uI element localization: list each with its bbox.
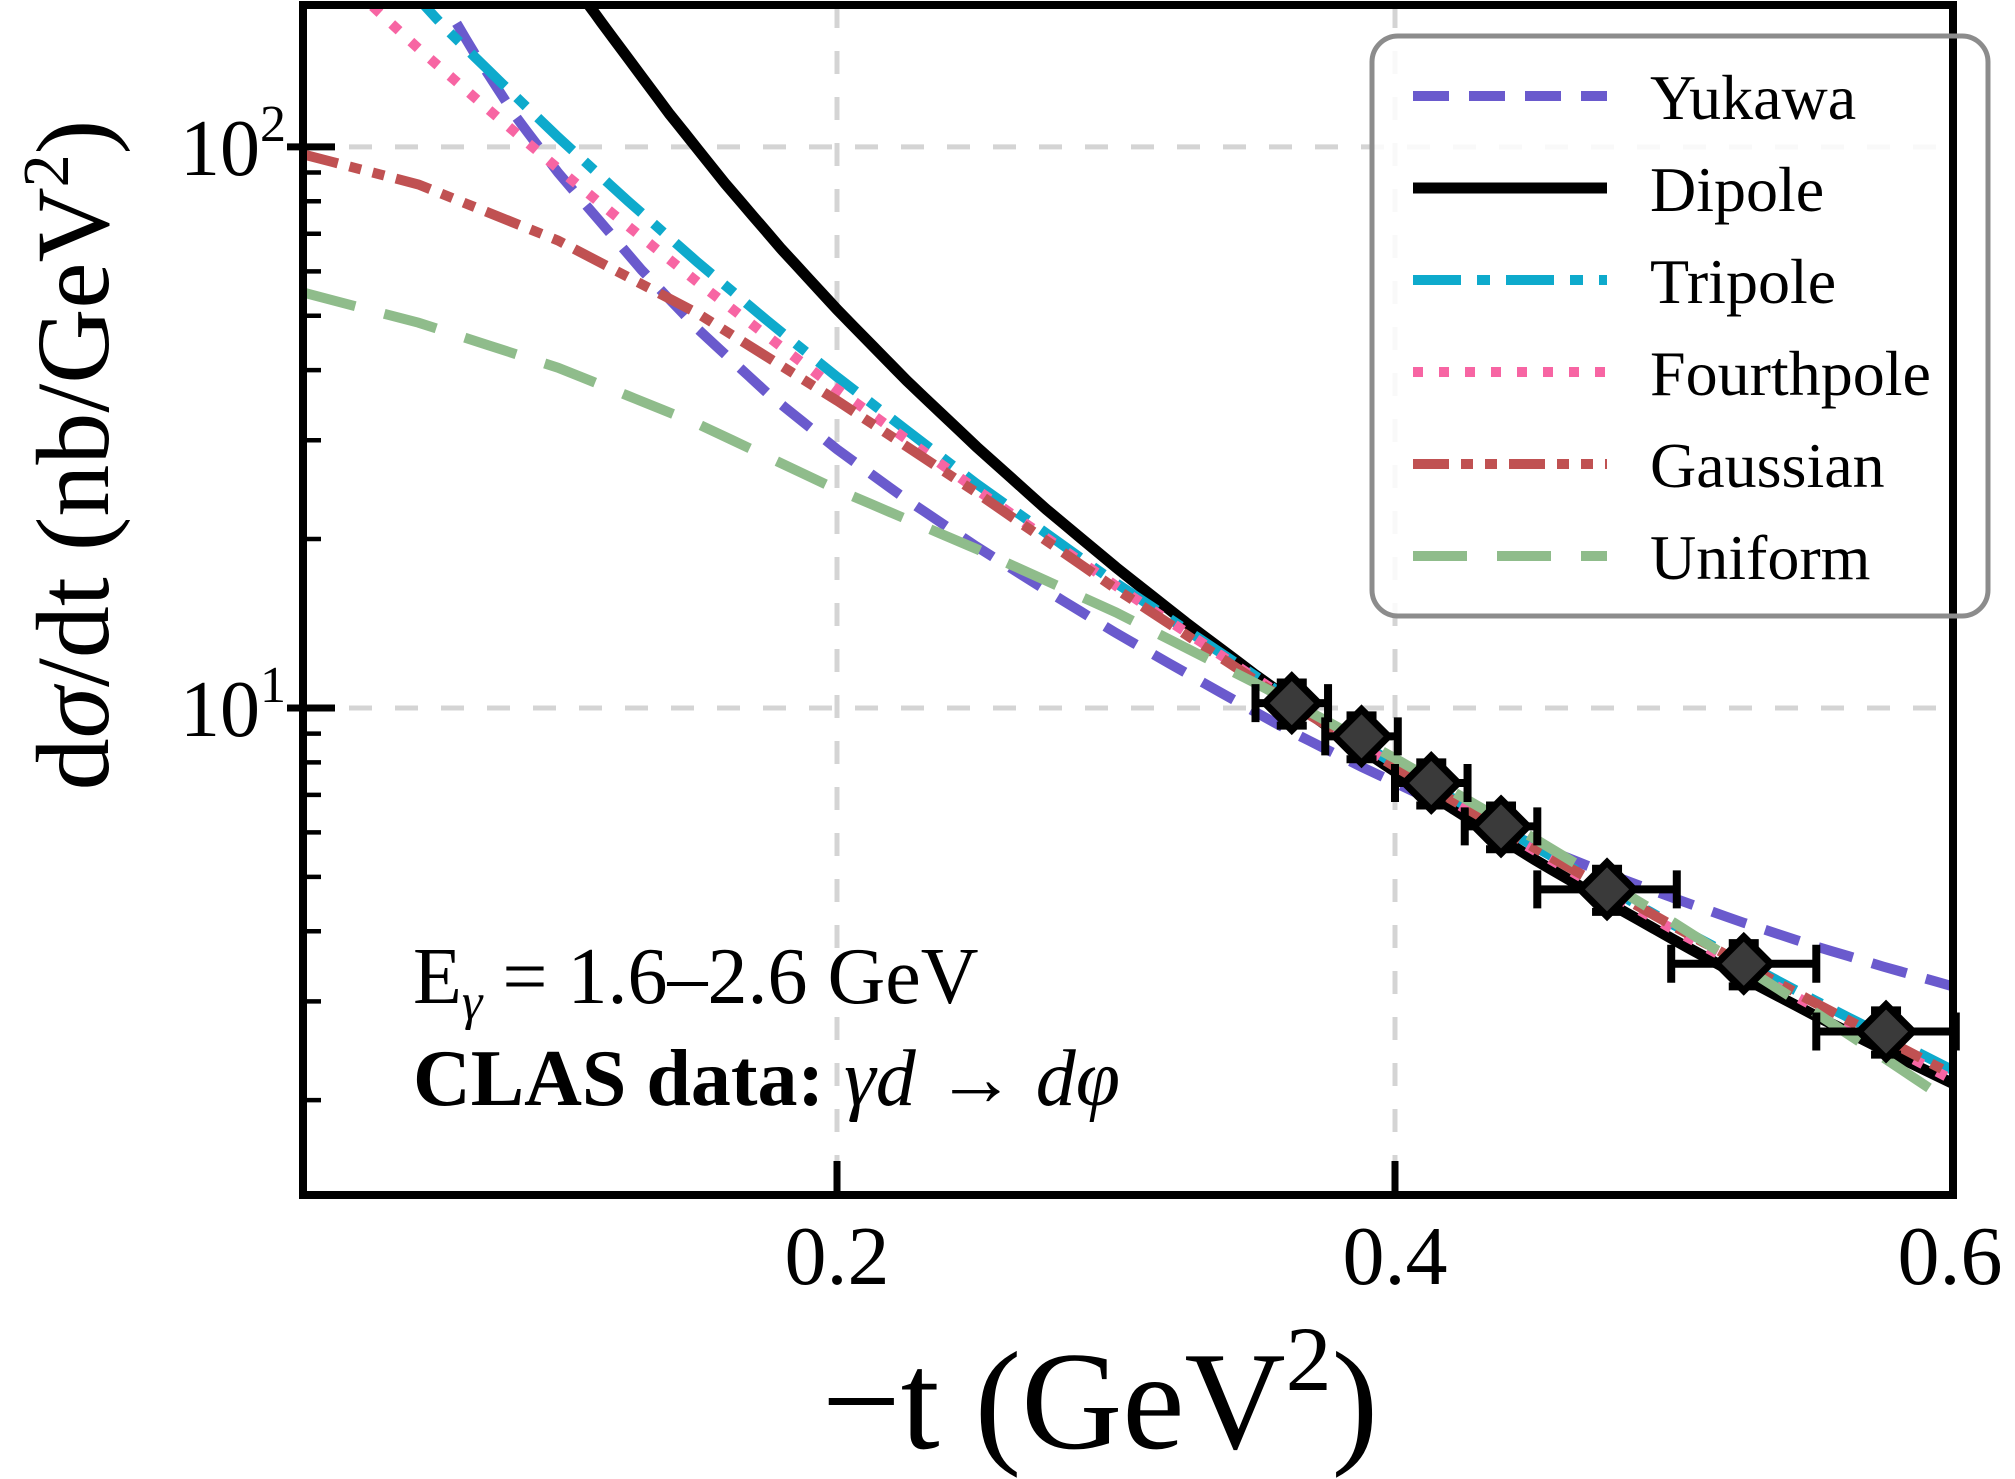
legend-box-border bbox=[1369, 33, 1991, 619]
x-tick-label-0.6: 0.6 bbox=[1898, 1210, 2003, 1303]
diamond-marker bbox=[1711, 931, 1776, 996]
curve-uniform bbox=[303, 287, 1953, 1108]
legend: Yukawa Dipole Tripole Fourthpole Gaussia… bbox=[1369, 33, 1991, 619]
data-point bbox=[1391, 751, 1472, 815]
curve-tripole bbox=[416, 5, 1953, 1075]
data-point bbox=[1321, 704, 1402, 769]
x-tick-label-0.4: 0.4 bbox=[1343, 1210, 1448, 1303]
diamond-marker bbox=[1469, 794, 1533, 859]
diamond-marker bbox=[1575, 857, 1639, 922]
legend-background bbox=[1372, 36, 1988, 616]
legend-label-tripole: Tripole bbox=[1650, 246, 1836, 317]
y-tick-label-10e2: 102 bbox=[180, 96, 286, 193]
diamond-marker bbox=[1399, 751, 1464, 815]
x-axis-title: −t (GeV2) bbox=[822, 1308, 1378, 1479]
data-point bbox=[1460, 794, 1542, 859]
data-point bbox=[1533, 857, 1681, 922]
axis-titles: −t (GeV2) dσ/dt (nb/GeV2) bbox=[10, 120, 1378, 1479]
svg-text:dσ/dt (nb/GeV2): dσ/dt (nb/GeV2) bbox=[10, 120, 131, 791]
annotation-clas-reaction: CLAS data: γd → dφ bbox=[413, 1035, 1120, 1123]
curve-gaussian bbox=[303, 149, 1953, 1080]
legend-label-uniform: Uniform bbox=[1650, 522, 1870, 593]
legend-label-dipole: Dipole bbox=[1650, 154, 1824, 225]
diamond-marker bbox=[1259, 671, 1324, 736]
y-tick-label-10e1: 101 bbox=[180, 657, 286, 754]
data-points bbox=[1251, 671, 1960, 1064]
plot-frame bbox=[299, 1, 1957, 1199]
annotation-photon-energy: Eγ = 1.6–2.6 GeV bbox=[413, 933, 979, 1031]
x-tick-labels: 0.2 0.4 0.6 bbox=[785, 1210, 2003, 1303]
axis-ticks bbox=[287, 143, 1957, 1195]
diamond-marker bbox=[1329, 704, 1394, 769]
y-tick-labels: 102 101 bbox=[180, 96, 286, 754]
curve-dipole bbox=[582, 5, 1953, 1089]
legend-label-gaussian: Gaussian bbox=[1650, 430, 1885, 501]
legend-label-fourthpole: Fourthpole bbox=[1650, 338, 1931, 409]
legend-swatches bbox=[1413, 91, 1607, 561]
y-axis-title: dσ/dt (nb/GeV2) bbox=[10, 120, 131, 791]
legend-label-yukawa: Yukawa bbox=[1650, 62, 1856, 133]
x-tick-label-0.2: 0.2 bbox=[785, 1210, 890, 1303]
data-point bbox=[1812, 999, 1960, 1064]
diamond-marker bbox=[1854, 999, 1918, 1064]
data-point bbox=[1251, 671, 1333, 736]
legend-box-fill bbox=[1372, 36, 1988, 616]
data-point bbox=[1667, 931, 1821, 996]
